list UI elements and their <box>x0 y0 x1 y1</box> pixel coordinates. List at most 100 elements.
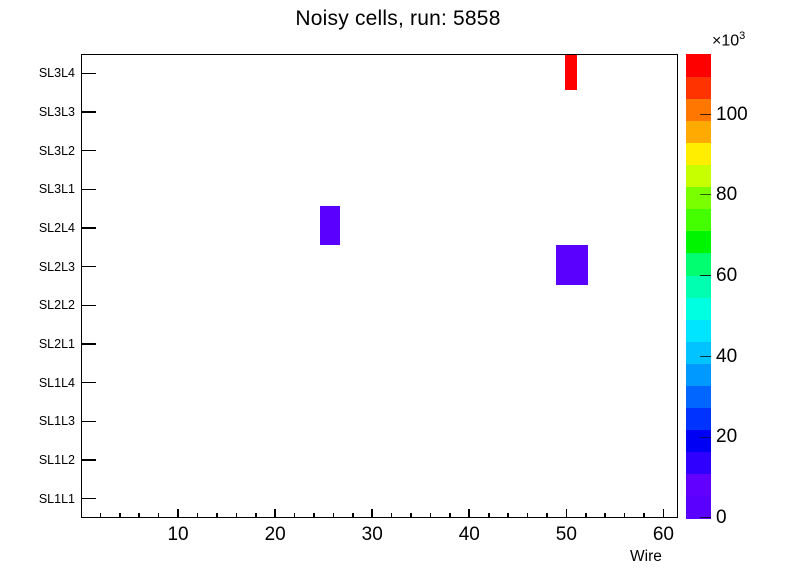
palette-band <box>686 341 711 364</box>
z-axis-label-60: 60 <box>716 264 738 286</box>
x-axis-minor-tick <box>410 513 412 518</box>
x-axis-minor-tick <box>429 513 432 518</box>
y-axis-tick <box>81 188 96 191</box>
palette-band <box>686 230 711 254</box>
y-axis-tick <box>81 497 96 500</box>
cell-sl2l3-w50 <box>556 245 588 285</box>
z-exponent-base: ×10 <box>712 32 740 50</box>
z-axis-label-0: 0 <box>716 507 727 528</box>
palette-band <box>686 363 711 387</box>
cell-sl2l4-w25 <box>320 206 340 245</box>
y-axis-label-sl2l4: SL2L4 <box>38 221 75 235</box>
y-axis-tick <box>81 381 96 384</box>
y-axis-tick <box>81 420 96 423</box>
x-axis-minor-tick <box>449 513 451 518</box>
x-axis-minor-tick <box>487 513 490 518</box>
z-axis-label-20: 20 <box>716 426 738 448</box>
y-axis-tick <box>81 227 96 229</box>
y-axis-label-sl3l1: SL3L1 <box>38 182 75 197</box>
y-axis-tick <box>81 343 96 345</box>
z-axis-tick <box>700 194 711 196</box>
palette-band <box>686 297 711 320</box>
palette-band <box>686 451 711 475</box>
x-axis-minor-tick <box>643 513 645 518</box>
x-axis-minor-tick <box>119 513 121 518</box>
y-axis-label-sl2l2: SL2L2 <box>38 298 75 313</box>
x-axis-label-50: 50 <box>555 524 577 545</box>
palette-band <box>686 429 711 453</box>
x-axis-major-tick <box>468 509 471 518</box>
x-axis-major-tick <box>565 509 568 518</box>
x-axis-major-tick <box>371 509 373 518</box>
palette-band <box>686 252 711 276</box>
palette-band <box>686 164 711 188</box>
z-exponent-power: 3 <box>739 30 746 42</box>
x-axis-minor-tick <box>507 513 509 518</box>
y-axis-tick <box>81 304 96 307</box>
z-axis-tick <box>700 436 711 438</box>
z-axis-tick <box>700 517 711 519</box>
x-axis-minor-tick <box>604 513 606 518</box>
z-axis-label-40: 40 <box>716 345 738 367</box>
palette-band <box>686 495 711 519</box>
x-axis-minor-tick <box>157 513 160 518</box>
y-axis-tick <box>81 111 96 113</box>
x-axis-minor-tick <box>526 513 529 518</box>
x-axis-title: Wire <box>630 548 662 565</box>
x-axis-minor-tick <box>216 513 218 518</box>
z-axis-exponent: ×103 <box>712 30 745 50</box>
cell-sl3l4-w50 <box>565 55 577 90</box>
x-axis-minor-tick <box>352 513 354 518</box>
palette-band <box>686 274 711 298</box>
x-axis-minor-tick <box>235 513 238 518</box>
x-axis-major-tick <box>274 509 276 518</box>
palette-band <box>686 208 711 232</box>
y-axis-label-sl1l4: SL1L4 <box>38 375 75 390</box>
z-axis-tick <box>700 275 711 277</box>
x-axis-minor-tick <box>313 513 315 518</box>
y-axis-label-sl3l2: SL3L2 <box>38 143 75 158</box>
x-axis-major-tick <box>662 509 665 518</box>
y-axis-label-sl1l1: SL1L1 <box>38 491 75 506</box>
y-axis-tick <box>81 459 96 461</box>
palette-band <box>686 385 711 409</box>
x-axis-label-20: 20 <box>264 524 286 545</box>
y-axis-label-sl3l4: SL3L4 <box>38 66 75 81</box>
z-axis-label-80: 80 <box>716 184 738 206</box>
palette-band <box>686 186 711 210</box>
y-axis-label-sl2l1: SL2L1 <box>38 337 75 351</box>
palette-band <box>686 98 711 121</box>
x-axis-label-60: 60 <box>652 524 675 545</box>
palette-band <box>686 54 711 77</box>
palette-band <box>686 473 711 497</box>
x-axis-label-30: 30 <box>361 524 383 545</box>
page-title: Noisy cells, run: 5858 <box>295 7 501 30</box>
palette-band <box>686 142 711 166</box>
x-axis-minor-tick <box>332 513 335 518</box>
y-axis-tick <box>81 72 96 75</box>
x-axis-minor-tick <box>623 513 626 518</box>
z-axis-tick <box>700 355 711 357</box>
x-axis-minor-tick <box>584 513 587 518</box>
z-axis-label-100: 100 <box>716 103 748 125</box>
palette-band <box>686 76 711 99</box>
x-axis-label-10: 10 <box>167 524 189 545</box>
y-axis-label-sl2l3: SL2L3 <box>38 259 75 274</box>
y-axis-tick <box>81 149 96 152</box>
y-axis-label-sl3l3: SL3L3 <box>38 105 75 119</box>
y-axis-label-sl1l3: SL1L3 <box>38 414 75 429</box>
palette-band <box>686 407 711 431</box>
palette-band <box>686 120 711 143</box>
x-axis-minor-tick <box>293 513 296 518</box>
x-axis-minor-tick <box>196 513 199 518</box>
x-axis-label-40: 40 <box>458 524 480 545</box>
x-axis-minor-tick <box>390 513 393 518</box>
color-palette <box>686 54 711 519</box>
x-axis-major-tick <box>177 509 179 518</box>
x-axis-minor-tick <box>546 513 548 518</box>
y-axis-label-sl1l2: SL1L2 <box>38 453 75 467</box>
y-axis-tick <box>81 265 96 268</box>
x-axis-minor-tick <box>99 513 102 518</box>
x-axis-minor-tick <box>138 513 141 518</box>
